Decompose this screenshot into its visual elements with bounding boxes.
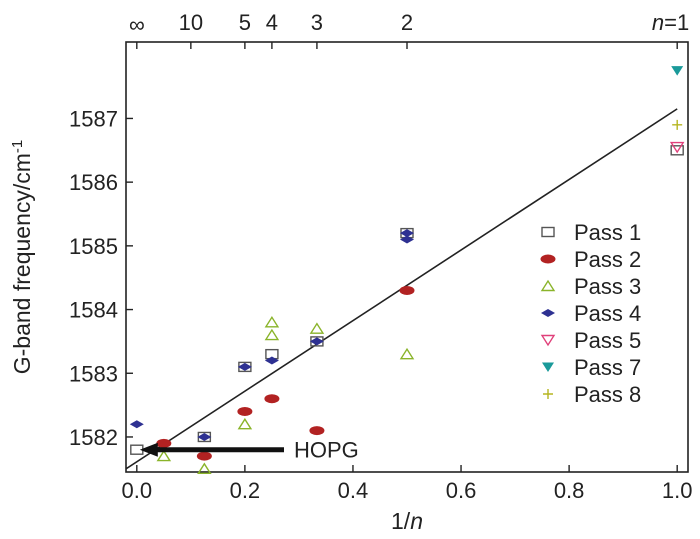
- top-tick-label: 10: [179, 10, 203, 35]
- legend-item: Pass 2: [540, 247, 641, 272]
- series-pass-2: [156, 285, 415, 461]
- data-point: [196, 451, 212, 461]
- data-point: [670, 145, 684, 156]
- annotation-label: HOPG: [294, 438, 359, 463]
- legend-item: Pass 7: [542, 355, 641, 380]
- legend-label: Pass 7: [574, 355, 641, 380]
- data-point: [399, 347, 415, 360]
- legend-label: Pass 2: [574, 247, 641, 272]
- legend-item: Pass 3: [540, 274, 641, 299]
- legend-item: Pass 8: [543, 382, 641, 407]
- legend-marker: [541, 309, 555, 317]
- legend-item: Pass 5: [540, 328, 641, 353]
- data-point: [197, 462, 212, 475]
- data-point: [309, 426, 325, 436]
- top-tick-label: 4: [266, 10, 278, 35]
- legend-label: Pass 5: [574, 328, 641, 353]
- data-point: [400, 235, 414, 244]
- annotation-arrowhead: [139, 442, 158, 457]
- data-point: [237, 417, 253, 430]
- legend-label: Pass 8: [574, 382, 641, 407]
- data-point: [400, 229, 414, 238]
- series-pass-5: [669, 141, 685, 154]
- legend-marker: [540, 254, 556, 264]
- series-pass-1: [130, 145, 684, 455]
- data-point: [264, 394, 280, 404]
- y-tick-label: 1582: [69, 425, 118, 450]
- y-tick-label: 1584: [69, 298, 118, 323]
- axes: 0.0 0.2 0.4 0.6 0.8 1.0 1582 1583 1584 1585 1586 15…: [69, 10, 692, 503]
- legend-marker: [541, 226, 555, 238]
- legend-label: Pass 1: [574, 220, 641, 245]
- data-point: [264, 315, 280, 328]
- data-point: [237, 362, 252, 371]
- data-point: [672, 119, 683, 130]
- legend-label: Pass 3: [574, 274, 641, 299]
- data-point: [197, 432, 212, 441]
- top-tick-label: 2: [401, 10, 413, 35]
- x-tick-label: 1.0: [662, 478, 693, 503]
- top-tick-label: 5: [239, 10, 251, 35]
- x-tick-label: 0.0: [122, 478, 153, 503]
- data-points: [129, 66, 685, 475]
- series-pass-8: [672, 119, 683, 130]
- top-tick-label: 3: [311, 10, 323, 35]
- data-point: [156, 438, 172, 448]
- legend-marker: [540, 279, 556, 292]
- data-point: [264, 356, 279, 365]
- legend-item: Pass 4: [541, 301, 641, 326]
- data-point: [129, 420, 144, 429]
- data-point: [264, 328, 280, 341]
- x-tick-label: 0.6: [446, 478, 477, 503]
- series-pass-7: [671, 66, 684, 76]
- data-point: [669, 141, 685, 154]
- y-tick-label: 1585: [69, 234, 118, 259]
- legend-marker: [543, 389, 553, 399]
- y-tick-label: 1586: [69, 170, 118, 195]
- y-tick-label: 1583: [69, 361, 118, 386]
- data-point: [399, 285, 415, 295]
- x-tick-label: 0.4: [338, 478, 369, 503]
- data-point: [671, 66, 684, 76]
- data-point: [309, 322, 325, 334]
- legend-marker: [542, 362, 554, 372]
- series-pass-4: [129, 229, 414, 441]
- legend-item: Pass 1: [541, 220, 641, 245]
- top-tick-label: ∞: [129, 12, 145, 37]
- data-point: [156, 449, 172, 462]
- top-tick-label: n=1: [652, 10, 689, 35]
- x-tick-label: 0.2: [230, 478, 261, 503]
- x-axis-title: 1/n: [391, 508, 423, 534]
- y-tick-label: 1587: [69, 106, 118, 131]
- legend-marker: [540, 334, 556, 347]
- legend-label: Pass 4: [574, 301, 641, 326]
- x-tick-label: 0.8: [554, 478, 585, 503]
- y-axis-title: G-band frequency/cm-1: [9, 140, 36, 375]
- series-pass-3: [156, 315, 415, 475]
- hopg-annotation: HOPG: [139, 438, 359, 463]
- data-point: [309, 337, 324, 346]
- data-point: [237, 406, 253, 416]
